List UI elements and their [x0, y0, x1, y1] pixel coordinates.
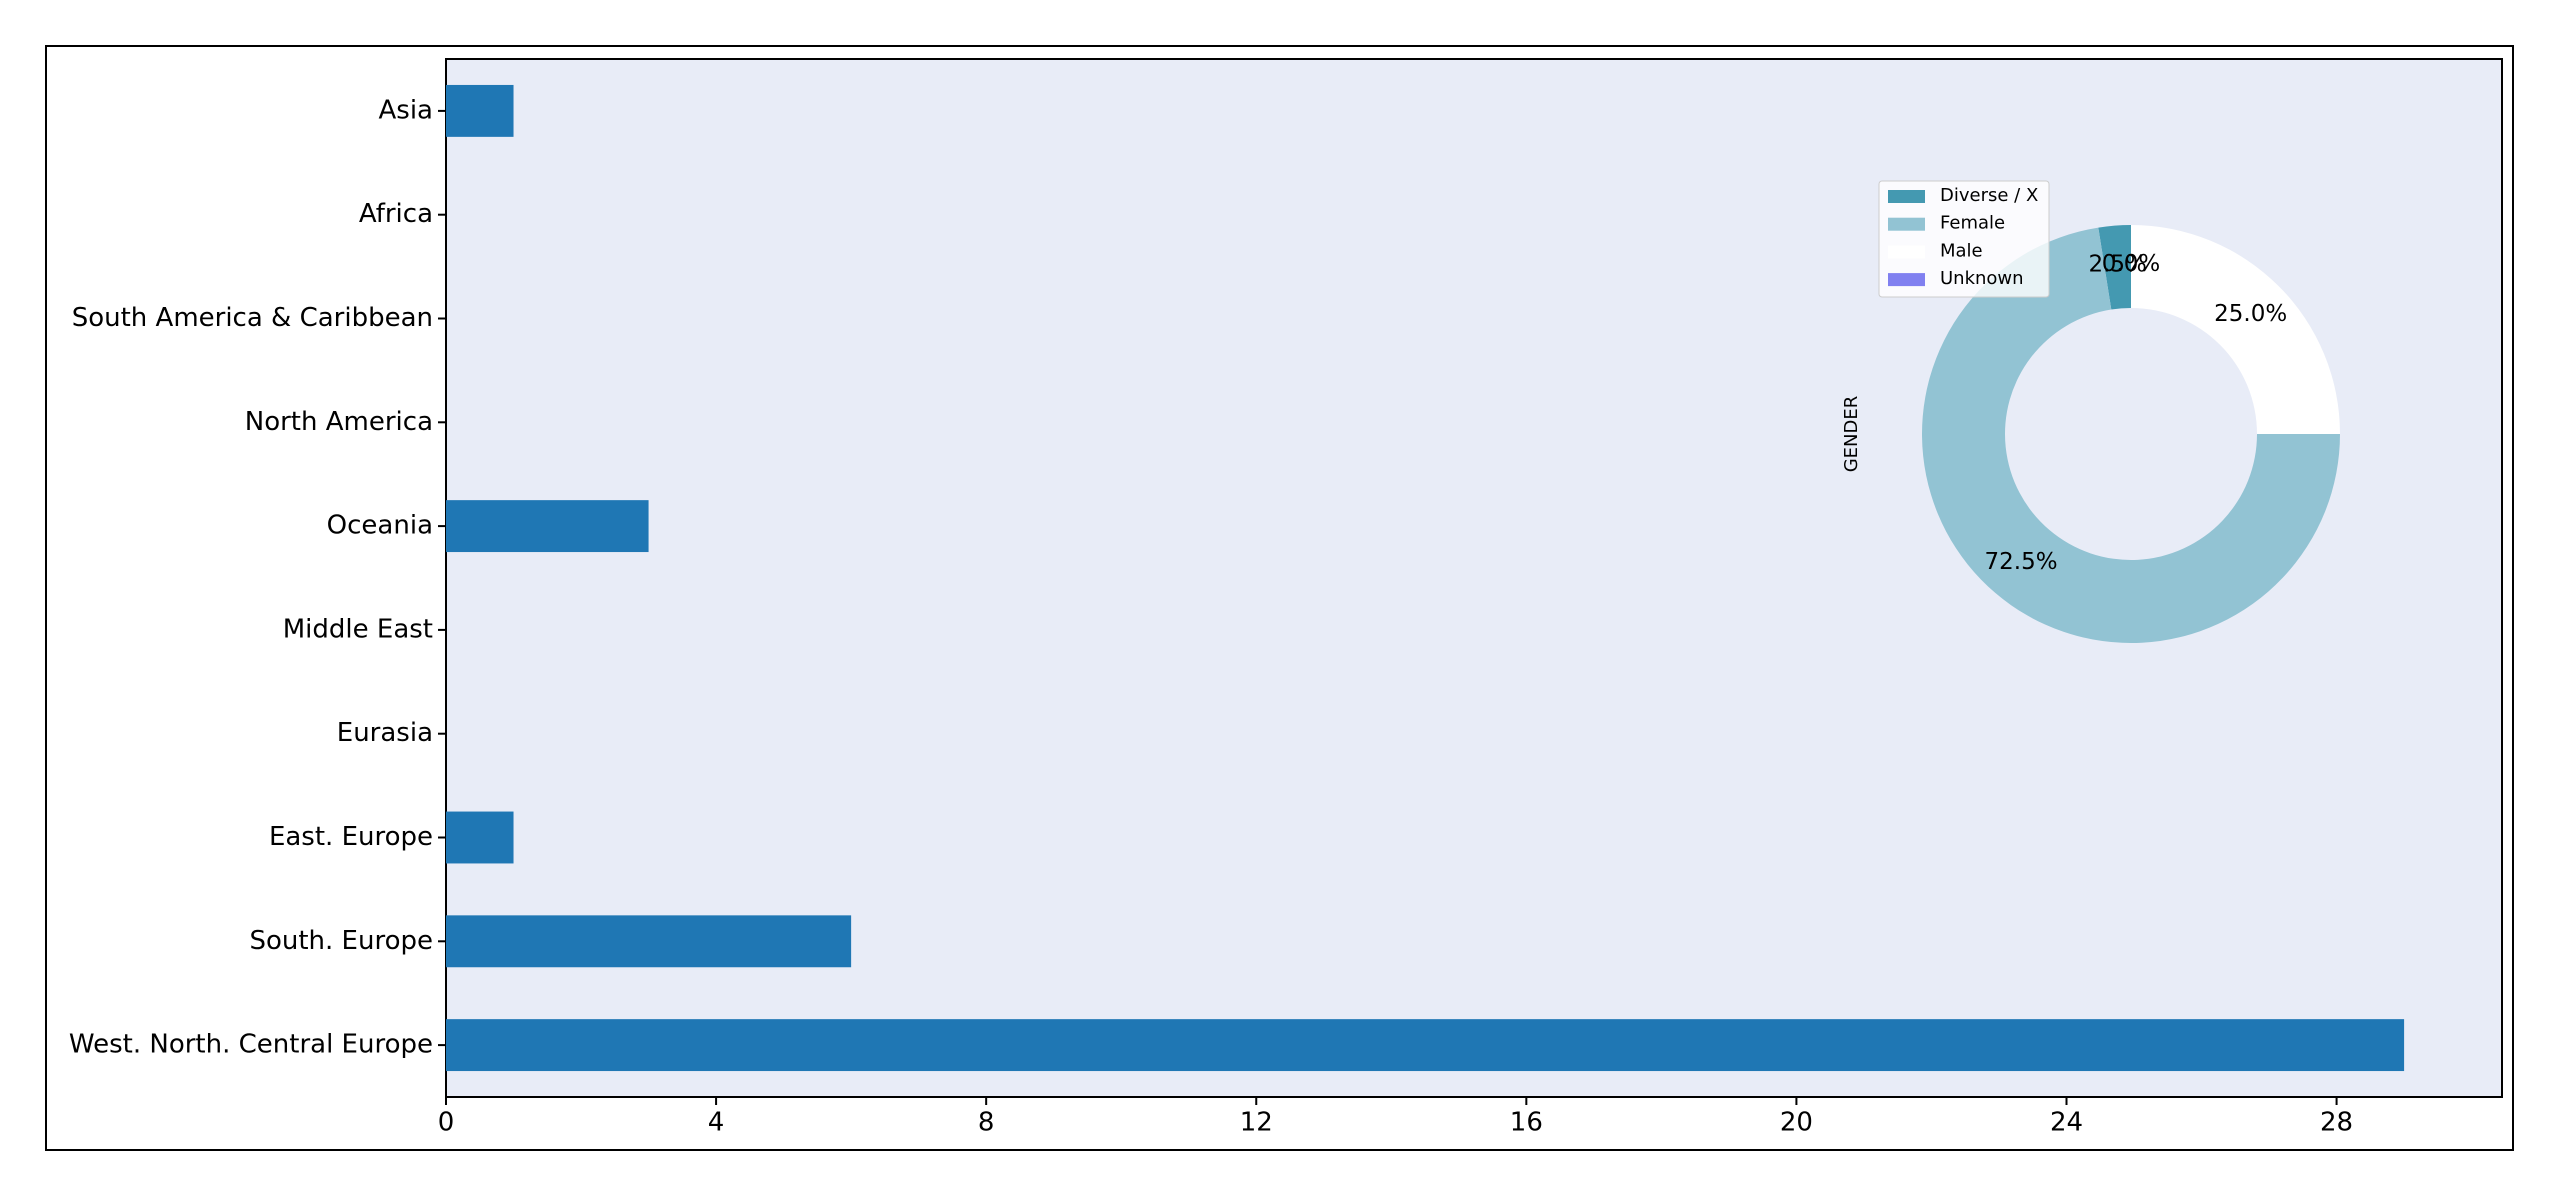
y-tick-label: North America: [245, 407, 433, 437]
y-tick-label: Middle East: [283, 614, 433, 644]
pct-label: 25.0%: [2214, 301, 2287, 327]
y-tick-label: Eurasia: [337, 718, 433, 748]
x-tick-label: 20: [1780, 1108, 1813, 1138]
y-tick-label: South. Europe: [249, 926, 433, 956]
donut-wedge: [2131, 225, 2340, 434]
legend-label: Diverse / X: [1940, 185, 2038, 206]
legend-label: Male: [1940, 240, 1983, 261]
legend-label: Female: [1940, 213, 2005, 234]
bar: [446, 84, 514, 137]
x-tick-label: 28: [2320, 1108, 2353, 1138]
pct-label: 2.5%: [2088, 252, 2146, 278]
donut-wedge: [2098, 225, 2131, 310]
x-tick-label: 0: [438, 1108, 455, 1138]
pct-label: 0.0%: [2102, 251, 2160, 277]
x-tick-label: 8: [978, 1108, 995, 1138]
legend-swatch: [1888, 273, 1925, 287]
x-tick-label: 4: [708, 1108, 725, 1138]
bar: [446, 500, 649, 553]
x-tick-label: 24: [2050, 1108, 2083, 1138]
y-tick-label: Oceania: [327, 511, 433, 541]
legend-label: Unknown: [1940, 268, 2024, 289]
y-tick-label: Africa: [359, 199, 433, 229]
bar: [446, 1019, 2405, 1072]
y-tick-label: South America & Caribbean: [72, 303, 433, 333]
y-tick-label: East. Europe: [269, 822, 433, 852]
legend-swatch: [1888, 190, 1925, 203]
x-tick-label: 16: [1510, 1108, 1543, 1138]
y-tick-label: Asia: [379, 95, 434, 125]
legend-swatch: [1888, 217, 1925, 231]
pct-label: 72.5%: [1985, 549, 2058, 575]
legend-box: [1878, 180, 2050, 298]
x-tick-label: 12: [1240, 1108, 1273, 1138]
donut-wedge: [1921, 227, 2340, 643]
legend-swatch: [1888, 245, 1925, 259]
y-tick-label: West. North. Central Europe: [69, 1030, 433, 1060]
y-label: GENDER: [1841, 396, 1862, 473]
bar: [446, 915, 852, 968]
bar: [446, 811, 514, 864]
